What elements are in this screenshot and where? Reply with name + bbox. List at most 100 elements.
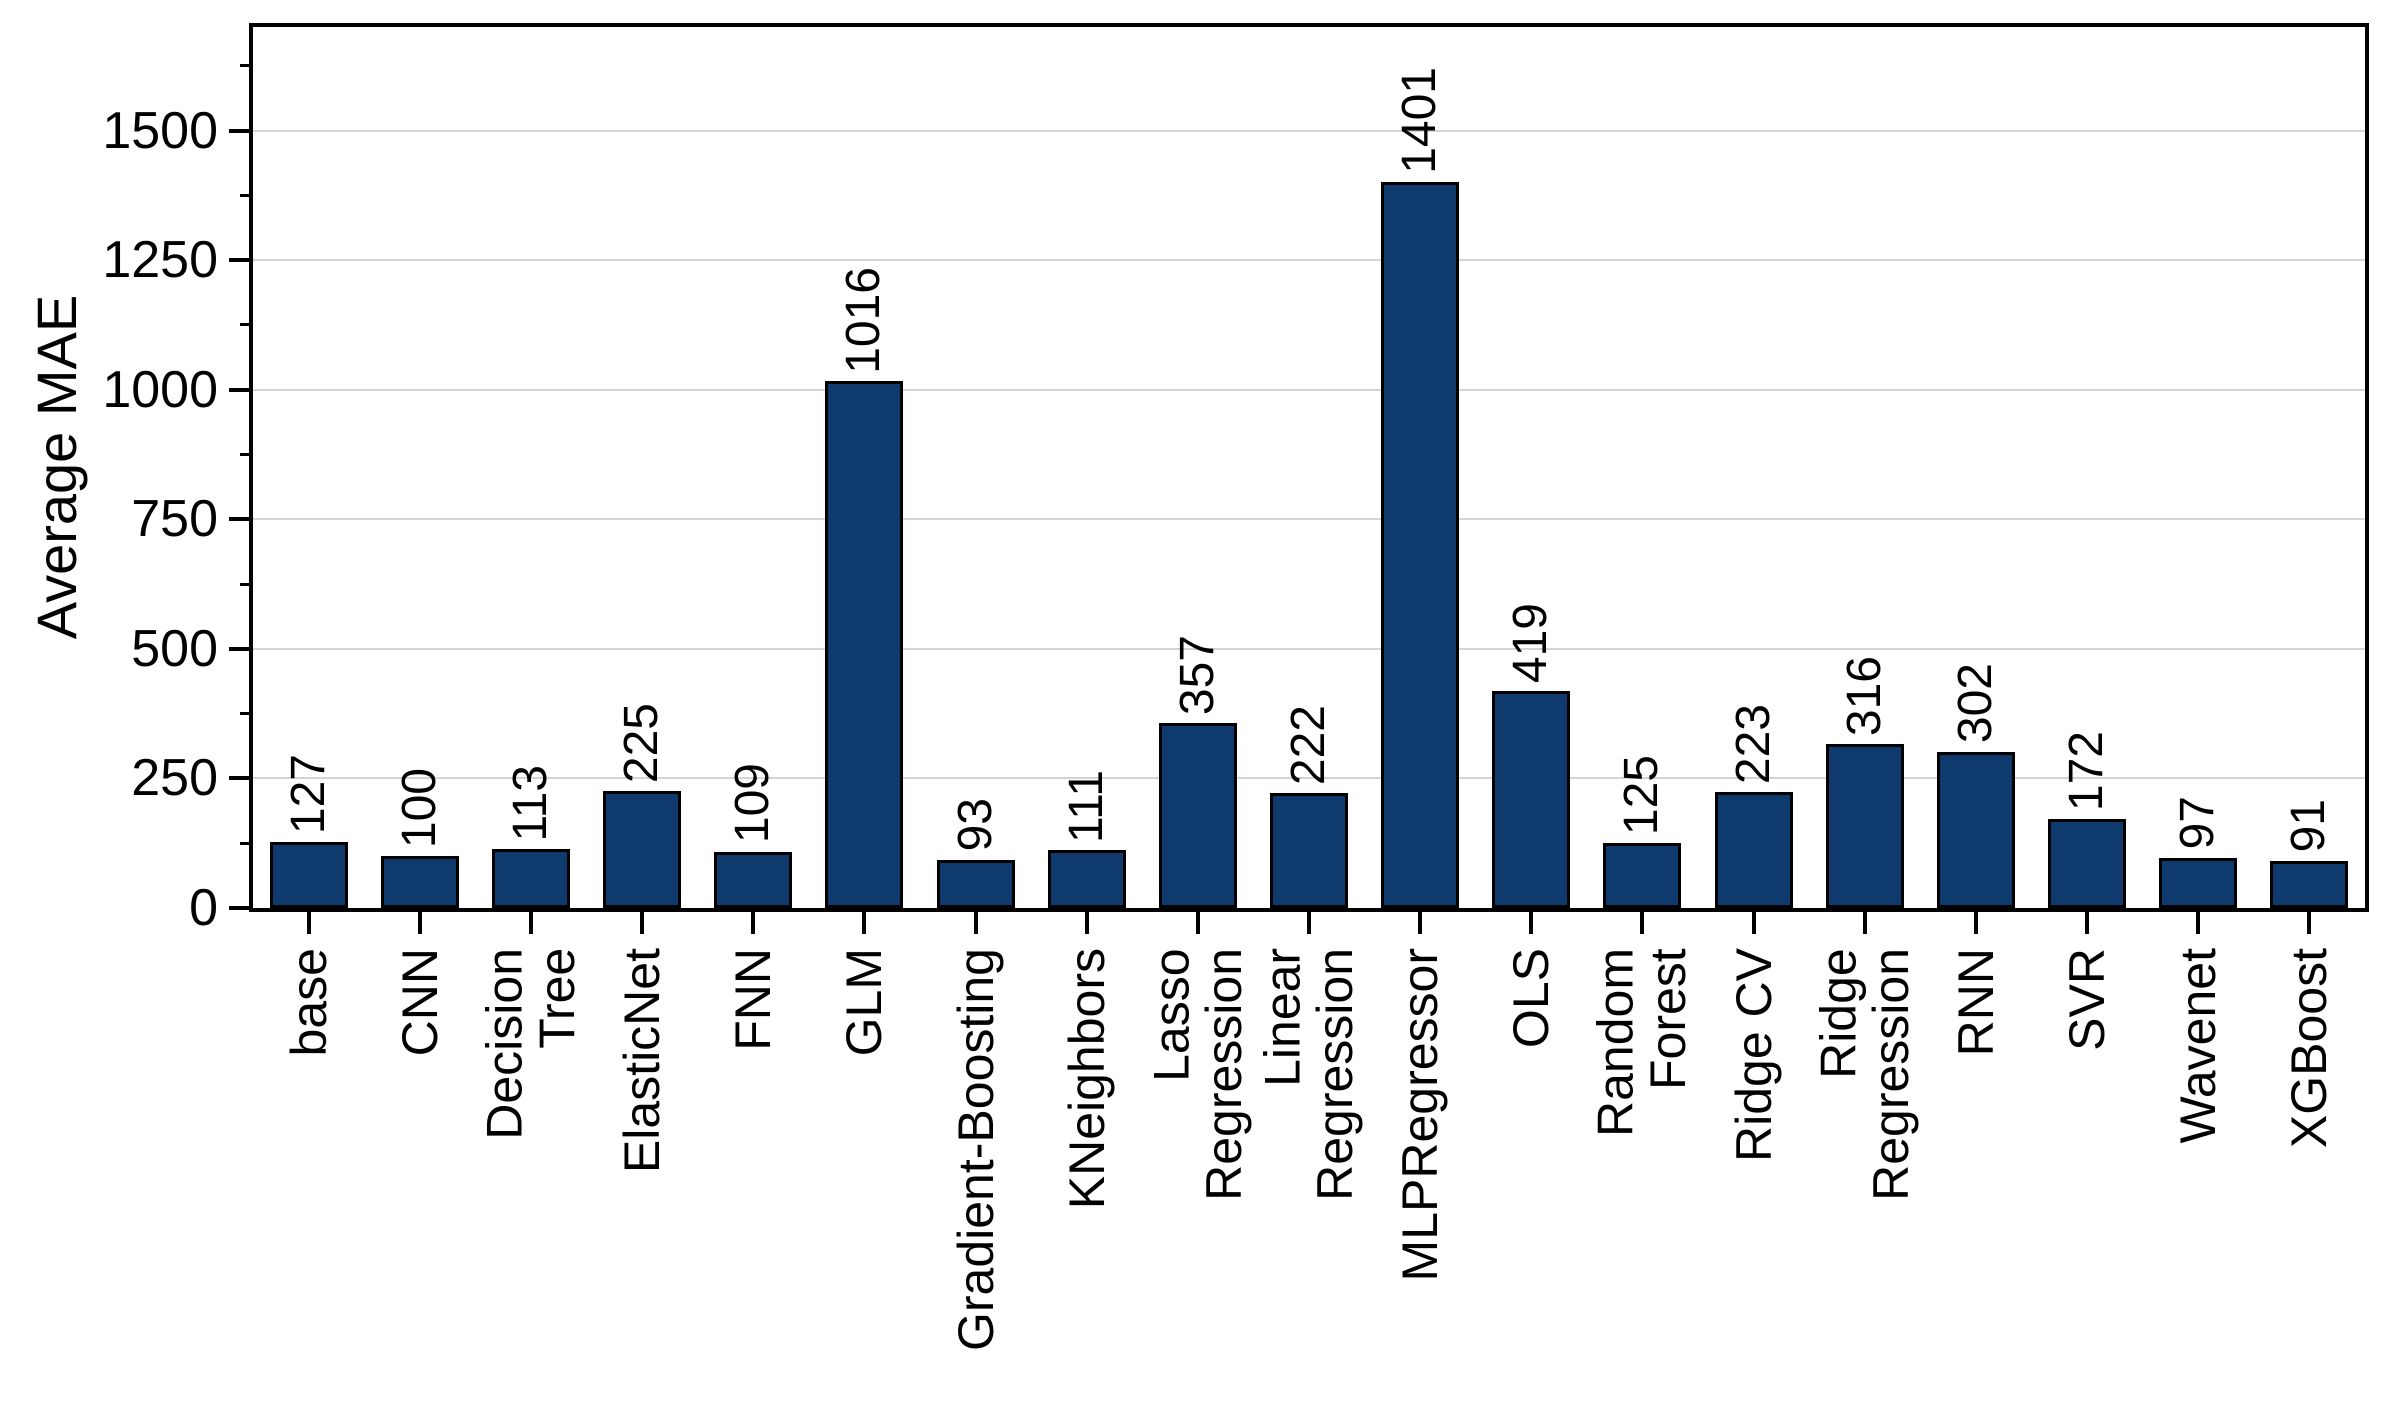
x-tick xyxy=(417,912,422,934)
x-tick xyxy=(862,912,867,934)
y-tick-label: 750 xyxy=(131,490,218,549)
x-tick xyxy=(2085,912,2090,934)
x-tick xyxy=(2307,912,2312,934)
bar-value-label: 1401 xyxy=(1392,67,1446,174)
x-category-label: SVR xyxy=(2058,948,2115,1051)
bar-value-label: 113 xyxy=(503,764,557,842)
bar-value-label: 223 xyxy=(1726,704,1780,785)
bar xyxy=(1047,850,1126,908)
y-major-tick xyxy=(229,128,253,133)
bar-value-label: 127 xyxy=(281,754,335,835)
bar xyxy=(1714,792,1793,908)
bar-value-label: 357 xyxy=(1170,634,1224,715)
bar-value-label: 91 xyxy=(2282,799,2336,853)
y-minor-tick xyxy=(240,193,253,197)
y-minor-tick xyxy=(240,453,253,457)
bar xyxy=(603,791,682,908)
y-minor-tick xyxy=(240,712,253,716)
bar xyxy=(825,381,904,908)
y-tick-label: 1000 xyxy=(102,360,218,419)
bar-value-label: 109 xyxy=(726,763,780,844)
x-category-label: Random Forest xyxy=(1587,948,1697,1137)
x-category-label: Ridge Regression xyxy=(1810,948,1919,1201)
x-tick xyxy=(751,912,756,934)
bar-value-label: 222 xyxy=(1281,704,1335,785)
y-minor-tick xyxy=(240,582,253,586)
x-tick xyxy=(1195,912,1200,934)
x-tick xyxy=(1640,912,1645,934)
y-tick-label: 0 xyxy=(189,879,218,937)
y-major-tick xyxy=(229,517,253,522)
bar-value-label: 172 xyxy=(2059,730,2113,811)
y-tick-label: 1250 xyxy=(102,231,218,290)
bar-value-label: 111 xyxy=(1059,769,1113,843)
x-category-label: RNN xyxy=(1947,948,2004,1057)
x-category-label: XGBoost xyxy=(2281,948,2338,1149)
bar xyxy=(1936,751,2015,908)
x-category-label: FNN xyxy=(724,948,781,1051)
x-category-label: ElasticNet xyxy=(613,948,670,1174)
bar xyxy=(1825,744,1904,908)
y-tick-label: 1500 xyxy=(102,101,218,160)
gridline xyxy=(253,518,2365,521)
bar xyxy=(2048,818,2127,908)
bar xyxy=(491,849,570,908)
bar-value-label: 419 xyxy=(1504,602,1558,683)
bar-value-label: 93 xyxy=(948,798,1002,852)
x-tick xyxy=(306,912,311,934)
plot-area: 127 100 113 225 109 1016 93 111 357 222 1401 419 125… xyxy=(249,23,2369,912)
x-category-label: MLPRegressor xyxy=(1391,948,1448,1282)
bar-value-label: 100 xyxy=(392,768,446,849)
x-tick xyxy=(1751,912,1756,934)
y-minor-tick xyxy=(240,64,253,68)
x-category-label: CNN xyxy=(391,948,448,1057)
y-minor-tick xyxy=(240,323,253,327)
bar-value-label: 1016 xyxy=(837,266,891,374)
bar xyxy=(1603,843,1682,908)
gridline xyxy=(253,259,2365,262)
x-category-label: Ridge CV xyxy=(1725,948,1782,1162)
x-category-label: OLS xyxy=(1503,948,1560,1049)
x-category-label: GLM xyxy=(836,948,893,1057)
x-tick xyxy=(1418,912,1423,934)
gridline xyxy=(253,388,2365,391)
bar-value-label: 97 xyxy=(2171,796,2225,850)
bar xyxy=(2270,860,2349,908)
bar xyxy=(1492,690,1571,908)
x-tick xyxy=(528,912,533,934)
x-tick xyxy=(1973,912,1978,934)
bar xyxy=(1381,181,1460,908)
y-major-tick xyxy=(229,906,253,910)
x-category-label: Gradient-Boosting xyxy=(947,948,1004,1352)
y-minor-tick xyxy=(240,841,253,845)
bar-value-label: 316 xyxy=(1837,656,1891,737)
y-tick-label: 500 xyxy=(131,619,218,678)
bar xyxy=(1158,723,1237,908)
gridline xyxy=(253,647,2365,650)
bar-value-label: 302 xyxy=(1948,663,2002,744)
x-tick xyxy=(1529,912,1534,934)
bar xyxy=(936,859,1015,908)
x-tick xyxy=(1084,912,1089,934)
gridline xyxy=(253,777,2365,780)
x-tick xyxy=(640,912,645,934)
y-major-tick xyxy=(229,258,253,263)
x-tick xyxy=(1862,912,1867,934)
x-tick xyxy=(973,912,978,934)
y-major-tick xyxy=(229,387,253,392)
x-category-label: Decision Tree xyxy=(476,948,585,1140)
bar-value-label: 125 xyxy=(1615,755,1669,836)
x-category-label: KNeighbors xyxy=(1058,948,1115,1210)
x-category-label: base xyxy=(280,948,337,1057)
x-category-label: Linear Regression xyxy=(1254,948,1364,1201)
bar-value-label: 225 xyxy=(614,703,668,784)
bar xyxy=(269,842,348,908)
x-category-label: Wavenet xyxy=(2170,948,2226,1144)
bar xyxy=(714,851,793,908)
bar xyxy=(1270,792,1348,908)
x-tick xyxy=(2196,912,2201,934)
y-axis-title: Average MAE xyxy=(25,294,88,640)
x-tick xyxy=(1307,912,1311,934)
y-major-tick xyxy=(229,776,253,781)
